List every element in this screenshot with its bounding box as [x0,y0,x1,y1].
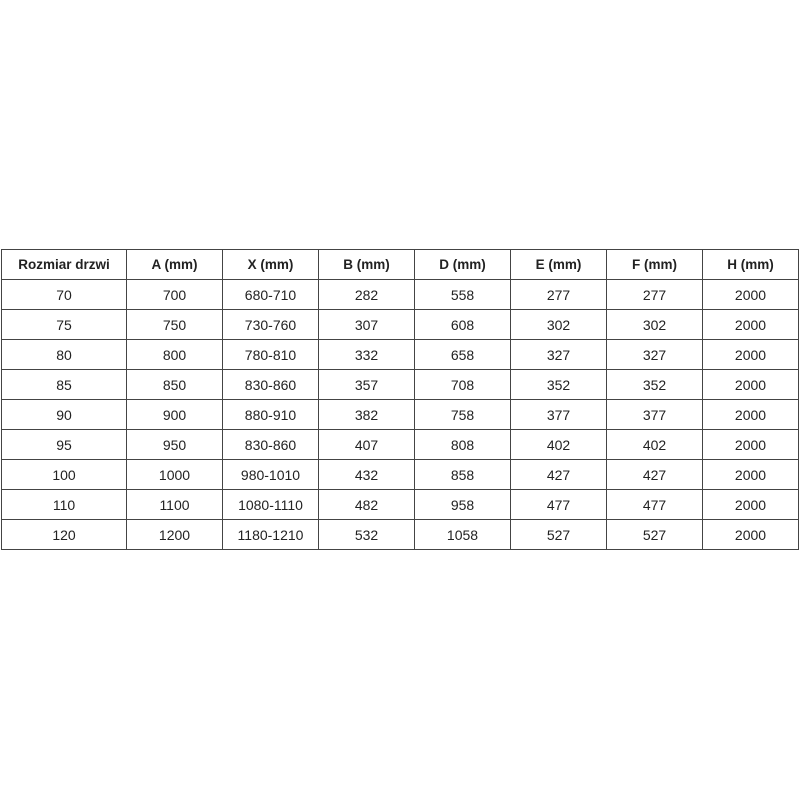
table-cell: 730-760 [222,309,319,340]
table-cell: 302 [606,309,703,340]
table-row: 70 700 680-710 282 558 277 277 2000 [1,279,799,310]
table-cell: 120 [1,519,127,550]
table-row: 100 1000 980-1010 432 858 427 427 2000 [1,459,799,490]
table-cell: 477 [510,489,607,520]
table-cell: 2000 [702,459,799,490]
table-cell: 407 [318,429,415,460]
table-cell: 532 [318,519,415,550]
table-cell: 70 [1,279,127,310]
column-header: D (mm) [414,249,511,280]
table-cell: 477 [606,489,703,520]
table-cell: 377 [606,399,703,430]
table-cell: 950 [126,429,223,460]
table-cell: 2000 [702,519,799,550]
column-header: B (mm) [318,249,415,280]
table-cell: 100 [1,459,127,490]
table-cell: 808 [414,429,511,460]
table-cell: 708 [414,369,511,400]
table-row: 120 1200 1180-1210 532 1058 527 527 2000 [1,519,799,550]
table-cell: 980-1010 [222,459,319,490]
table-cell: 95 [1,429,127,460]
table-cell: 327 [606,339,703,370]
table-cell: 332 [318,339,415,370]
table-cell: 527 [510,519,607,550]
table-cell: 357 [318,369,415,400]
table-cell: 2000 [702,489,799,520]
table-cell: 558 [414,279,511,310]
column-header: A (mm) [126,249,223,280]
table-cell: 110 [1,489,127,520]
column-header: X (mm) [222,249,319,280]
table-row: 75 750 730-760 307 608 302 302 2000 [1,309,799,340]
column-header: Rozmiar drzwi [1,249,127,280]
table-cell: 608 [414,309,511,340]
table-cell: 427 [606,459,703,490]
table-cell: 658 [414,339,511,370]
table-cell: 858 [414,459,511,490]
table-cell: 307 [318,309,415,340]
table-cell: 377 [510,399,607,430]
header-row: Rozmiar drzwi A (mm) X (mm) B (mm) D (mm) E (… [1,249,799,280]
table-cell: 85 [1,369,127,400]
table-cell: 1200 [126,519,223,550]
table-cell: 750 [126,309,223,340]
table-cell: 382 [318,399,415,430]
table-cell: 80 [1,339,127,370]
table-cell: 900 [126,399,223,430]
table-cell: 427 [510,459,607,490]
table-cell: 90 [1,399,127,430]
table-cell: 482 [318,489,415,520]
table-cell: 800 [126,339,223,370]
table-cell: 277 [606,279,703,310]
table-cell: 2000 [702,429,799,460]
table-cell: 75 [1,309,127,340]
table-cell: 2000 [702,279,799,310]
table-cell: 402 [606,429,703,460]
table-cell: 1100 [126,489,223,520]
table-cell: 830-860 [222,369,319,400]
table-cell: 302 [510,309,607,340]
table-cell: 758 [414,399,511,430]
column-header: H (mm) [702,249,799,280]
table-row: 110 1100 1080-1110 482 958 477 477 2000 [1,489,799,520]
table-cell: 830-860 [222,429,319,460]
table-cell: 327 [510,339,607,370]
table-cell: 850 [126,369,223,400]
table-cell: 527 [606,519,703,550]
column-header: E (mm) [510,249,607,280]
table-cell: 402 [510,429,607,460]
table-cell: 680-710 [222,279,319,310]
table-cell: 700 [126,279,223,310]
table-cell: 352 [510,369,607,400]
table-cell: 282 [318,279,415,310]
table-cell: 277 [510,279,607,310]
column-header: F (mm) [606,249,703,280]
table-cell: 1180-1210 [222,519,319,550]
table-cell: 1058 [414,519,511,550]
table-row: 85 850 830-860 357 708 352 352 2000 [1,369,799,400]
dimensions-table: Rozmiar drzwi A (mm) X (mm) B (mm) D (mm) E (… [1,249,799,550]
table-row: 95 950 830-860 407 808 402 402 2000 [1,429,799,460]
table-cell: 2000 [702,339,799,370]
table-cell: 2000 [702,369,799,400]
table-cell: 432 [318,459,415,490]
table-cell: 2000 [702,399,799,430]
table-cell: 880-910 [222,399,319,430]
table-cell: 352 [606,369,703,400]
table-cell: 1080-1110 [222,489,319,520]
table-cell: 1000 [126,459,223,490]
table-cell: 2000 [702,309,799,340]
table-row: 90 900 880-910 382 758 377 377 2000 [1,399,799,430]
table-cell: 780-810 [222,339,319,370]
table-cell: 958 [414,489,511,520]
table-row: 80 800 780-810 332 658 327 327 2000 [1,339,799,370]
